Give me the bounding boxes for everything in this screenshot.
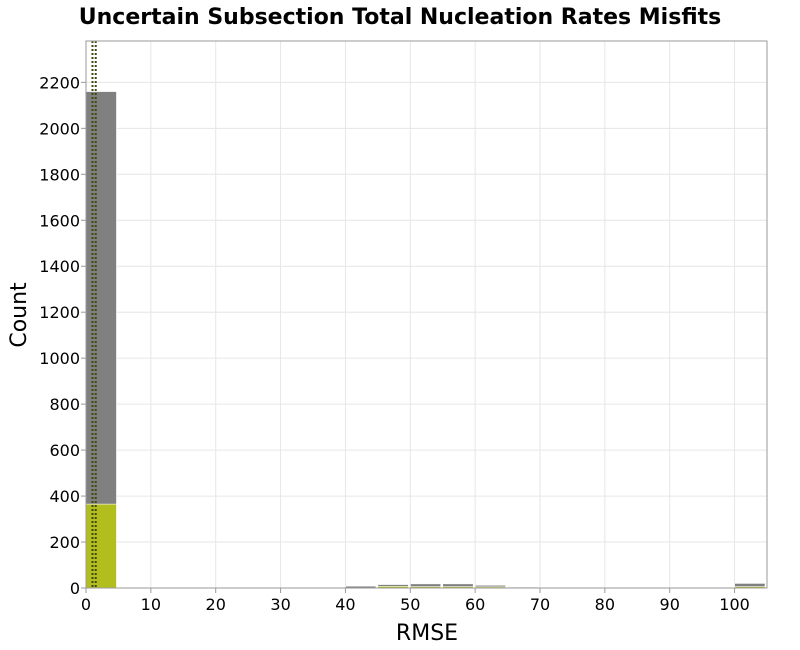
x-tick-label: 40 [335, 595, 355, 614]
x-tick-label: 20 [206, 595, 226, 614]
y-axis-label: Count [7, 282, 32, 348]
x-tick-label: 80 [595, 595, 615, 614]
x-tick-label: 50 [400, 595, 420, 614]
x-tick-label: 10 [141, 595, 161, 614]
y-tick-label: 2000 [39, 119, 80, 138]
x-tick-label: 90 [660, 595, 680, 614]
plot-area-border [85, 40, 768, 589]
y-tick-label: 400 [49, 487, 80, 506]
y-tick-label: 800 [49, 395, 80, 414]
y-tick-label: 600 [49, 441, 80, 460]
y-tick-label: 0 [70, 579, 80, 598]
x-tick-label: 30 [270, 595, 290, 614]
bar-highlight [85, 503, 117, 589]
y-tick-label: 2200 [39, 73, 80, 92]
axes: 0 10 20 30 40 50 60 70 80 90 100020040060080010001… [39, 73, 750, 614]
y-tick-label: 1000 [39, 349, 80, 368]
grid-lines [85, 41, 767, 589]
x-tick-label: 100 [719, 595, 750, 614]
histogram-bars [85, 91, 766, 589]
x-tick-label: 70 [530, 595, 550, 614]
y-tick-label: 1800 [39, 165, 80, 184]
chart-title: Uncertain Subsection Total Nucleation Ra… [79, 5, 721, 30]
x-tick-label: 0 [81, 595, 91, 614]
y-tick-label: 1200 [39, 303, 80, 322]
x-axis-label: RMSE [396, 621, 458, 646]
y-tick-label: 1600 [39, 211, 80, 230]
reference-lines [91, 41, 97, 588]
x-tick-label: 60 [465, 595, 485, 614]
y-tick-label: 200 [49, 533, 80, 552]
y-tick-label: 1400 [39, 257, 80, 276]
